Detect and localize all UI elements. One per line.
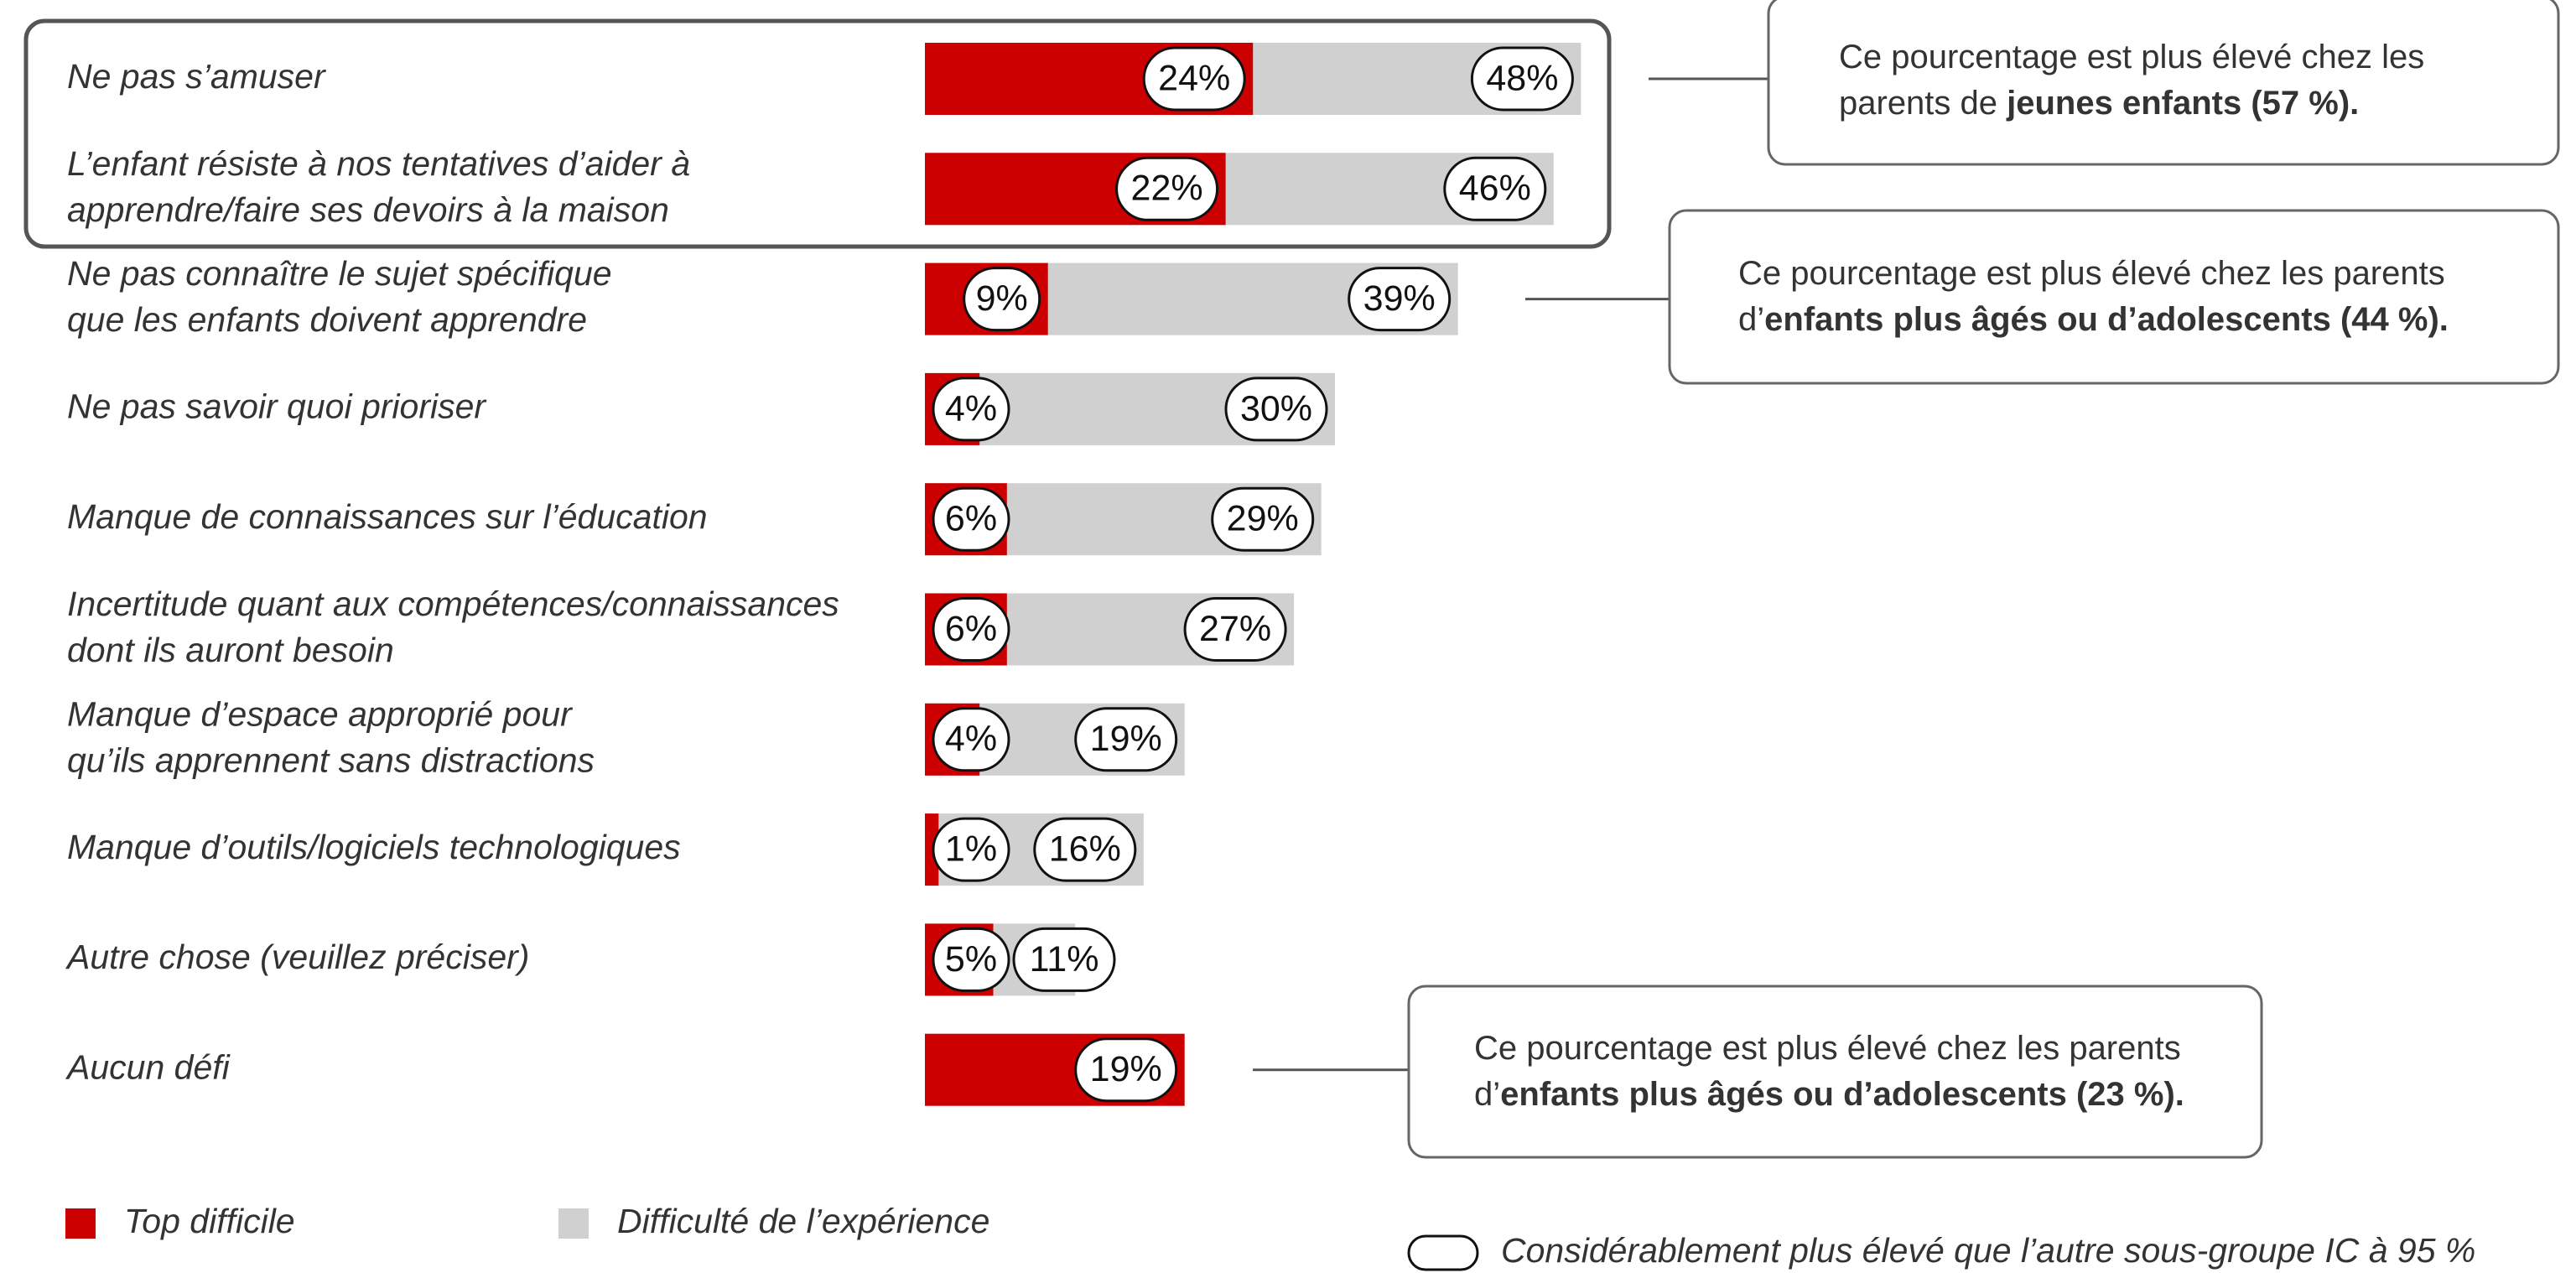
annotation-bold: enfants plus âgés ou d’adolescents (23 %…	[1500, 1076, 2184, 1113]
annotation-box	[1407, 985, 2263, 1159]
category-label: Ne pas connaître le sujet spécifique que …	[67, 254, 612, 339]
value-label: 46%	[1459, 169, 1531, 209]
annotation-text: Ce pourcentage est plus élevé chez les p…	[1839, 34, 2459, 127]
annotation-text: Ce pourcentage est plus élevé chez les p…	[1474, 1026, 2229, 1118]
annotation-text: Ce pourcentage est plus élevé chez les p…	[1738, 251, 2493, 343]
value-pill	[1224, 377, 1328, 442]
value-label: 4%	[945, 719, 997, 759]
value-pill	[1470, 46, 1574, 112]
legend-label: Difficulté de l’expérience	[617, 1202, 989, 1240]
value-label: 19%	[1090, 1049, 1162, 1089]
value-label: 11%	[1030, 939, 1099, 979]
significance-note: Considérablement plus élevé que l’autre …	[1501, 1231, 2475, 1270]
value-label: 1%	[945, 829, 997, 869]
annotation-bold: jeunes enfants (57 %).	[2007, 85, 2360, 122]
value-pill	[932, 597, 1010, 662]
annotation-text: Ce pourcentage est plus élevé chez les p…	[1839, 39, 2425, 122]
value-pill	[932, 486, 1010, 552]
annotation-bold: enfants plus âgés ou d’adolescents (44 %…	[1764, 301, 2449, 338]
value-label: 29%	[1227, 499, 1299, 539]
value-label: 5%	[945, 939, 997, 979]
value-pill	[1033, 817, 1137, 882]
legend-swatch	[65, 1208, 96, 1239]
category-label: Manque de connaissances sur l’éducation	[67, 497, 708, 536]
value-label: 27%	[1199, 609, 1271, 649]
bar	[925, 813, 939, 886]
annotation: Ce pourcentage est plus élevé chez les p…	[1474, 1026, 2229, 1118]
value-pill	[1074, 707, 1178, 772]
value-pill	[932, 377, 1010, 442]
value-pill	[1115, 156, 1219, 221]
category-label: Aucun défi	[65, 1048, 231, 1087]
annotation: Ce pourcentage est plus élevé chez les p…	[1738, 251, 2493, 343]
category-label: Manque d’espace approprié pour qu’ils app…	[67, 694, 595, 779]
value-pill	[1183, 597, 1287, 662]
annotation-text: Ce pourcentage est plus élevé chez les p…	[1738, 255, 2445, 338]
value-pill	[963, 267, 1041, 332]
value-label: 22%	[1131, 169, 1203, 209]
value-label: 4%	[945, 388, 997, 429]
value-label: 48%	[1486, 58, 1558, 98]
highlight-box	[23, 18, 1612, 249]
legend-pill	[1407, 1234, 1479, 1271]
value-label: 9%	[976, 278, 1028, 319]
value-label: 39%	[1363, 278, 1436, 319]
annotation-text: Ce pourcentage est plus élevé chez les p…	[1474, 1030, 2181, 1113]
category-label: Ne pas s’amuser	[67, 57, 327, 96]
annotation-box	[1668, 209, 2560, 385]
annotation-box	[1767, 0, 2560, 166]
value-label: 16%	[1049, 829, 1121, 869]
value-pill	[1142, 46, 1246, 112]
legend-label: Top difficile	[124, 1202, 295, 1240]
value-pill	[1443, 156, 1547, 221]
legend-swatch	[558, 1208, 589, 1239]
category-label: Manque d’outils/logiciels technologiques	[67, 828, 681, 866]
value-pill	[1348, 267, 1452, 332]
value-label: 19%	[1090, 719, 1162, 759]
value-pill	[932, 707, 1010, 772]
value-pill	[1012, 927, 1116, 992]
value-pill	[1211, 486, 1315, 552]
value-label: 6%	[945, 609, 997, 649]
category-label: L’enfant résiste à nos tentatives d’aide…	[67, 144, 690, 229]
category-label: Autre chose (veuillez préciser)	[65, 938, 529, 976]
value-pill	[932, 927, 1010, 992]
category-label: Ne pas savoir quoi prioriser	[67, 387, 487, 426]
value-label: 30%	[1240, 388, 1312, 429]
value-label: 24%	[1158, 58, 1230, 98]
category-label: Incertitude quant aux compétences/connai…	[67, 585, 839, 669]
value-label: 6%	[945, 499, 997, 539]
value-pill	[932, 817, 1010, 882]
annotation: Ce pourcentage est plus élevé chez les p…	[1839, 34, 2459, 127]
value-pill	[1074, 1037, 1178, 1103]
